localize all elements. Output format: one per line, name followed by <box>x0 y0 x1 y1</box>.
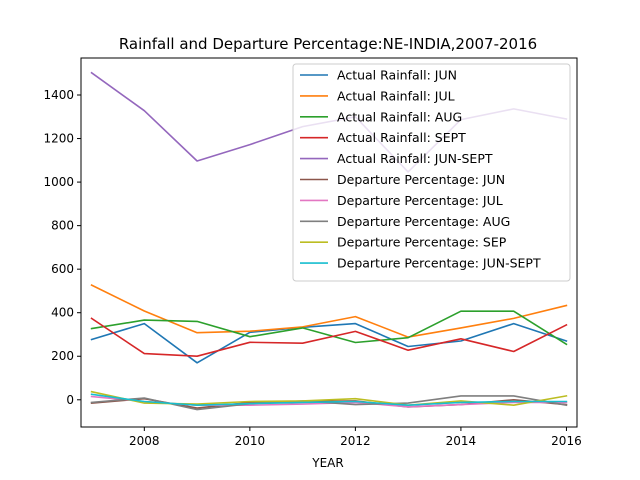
legend-entry: Departure Percentage: SEP <box>337 235 507 250</box>
legend-entry: Departure Percentage: JUN <box>337 172 505 187</box>
series-line-2 <box>90 284 568 338</box>
y-tick-label: 0 <box>66 393 74 407</box>
x-tick-label: 2014 <box>446 434 477 448</box>
x-axis: 2008 2010 2012 2014 2016 <box>129 427 582 448</box>
legend-entry: Departure Percentage: JUL <box>337 193 503 208</box>
y-tick-label: 800 <box>51 219 74 233</box>
x-tick-label: 2016 <box>551 434 582 448</box>
series-line-10 <box>90 393 568 407</box>
legend-entry: Actual Rainfall: AUG <box>337 109 462 124</box>
y-tick-label: 200 <box>51 349 74 363</box>
y-tick-label: 1200 <box>43 132 74 146</box>
y-tick-label: 1000 <box>43 175 74 189</box>
legend-entry: Departure Percentage: JUN-SEPT <box>337 256 541 271</box>
chart-title: Rainfall and Departure Percentage:NE-IND… <box>119 35 537 53</box>
series-line-4 <box>90 317 568 358</box>
legend-entry: Actual Rainfall: JUN <box>337 68 457 83</box>
legend-entry: Departure Percentage: AUG <box>337 214 510 229</box>
plot-area <box>90 71 568 411</box>
x-axis-label: YEAR <box>311 456 343 470</box>
legend-entry: Actual Rainfall: JUL <box>337 88 455 103</box>
x-tick-label: 2010 <box>235 434 266 448</box>
y-axis: 0 200 400 600 800 1000 1200 1400 <box>43 88 81 407</box>
legend-box <box>292 63 571 282</box>
y-tick-label: 1400 <box>43 88 74 102</box>
legend-entry: Actual Rainfall: JUN-SEPT <box>337 151 493 166</box>
legend: Actual Rainfall: JUN Actual Rainfall: JUL… <box>292 63 571 282</box>
x-tick-label: 2012 <box>340 434 371 448</box>
x-tick-label: 2008 <box>129 434 160 448</box>
y-tick-label: 600 <box>51 262 74 276</box>
series-line-1 <box>90 322 568 364</box>
series-line-3 <box>90 310 568 346</box>
plot-frame <box>80 57 578 428</box>
legend-entry: Actual Rainfall: SEPT <box>337 130 466 145</box>
y-tick-label: 400 <box>51 306 74 320</box>
